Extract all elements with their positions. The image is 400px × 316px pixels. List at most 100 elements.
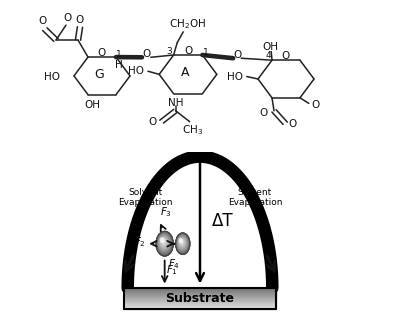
Text: OH: OH [262,42,278,52]
Bar [124,295,276,296]
Ellipse shape [176,234,189,253]
Bar [124,298,276,299]
Ellipse shape [180,240,184,246]
Text: 1: 1 [116,50,122,59]
Ellipse shape [180,239,184,246]
Ellipse shape [161,239,166,246]
Ellipse shape [179,238,186,248]
Ellipse shape [160,238,167,247]
Bar [124,299,276,300]
Text: O: O [39,16,47,27]
Text: O: O [149,117,157,127]
Ellipse shape [159,236,169,250]
Text: O: O [311,100,319,110]
Bar [124,304,276,305]
Bar [124,290,276,291]
Ellipse shape [161,238,167,247]
Text: O: O [282,52,290,62]
Ellipse shape [158,234,170,252]
Ellipse shape [158,234,170,252]
Bar [124,306,276,307]
Text: O: O [98,48,106,58]
Ellipse shape [179,239,185,247]
Ellipse shape [180,240,184,245]
Ellipse shape [163,241,164,243]
Bar [124,288,276,309]
Ellipse shape [162,240,166,245]
Text: G: G [94,68,104,81]
Ellipse shape [156,231,173,256]
Bar [124,288,276,289]
Bar [124,292,276,293]
Ellipse shape [158,234,171,252]
Ellipse shape [178,237,186,249]
Ellipse shape [180,240,184,245]
Bar [124,297,276,298]
Ellipse shape [162,240,165,244]
Ellipse shape [176,234,189,253]
Text: H: H [115,60,123,70]
Ellipse shape [178,236,187,251]
Ellipse shape [180,240,184,246]
Ellipse shape [161,239,166,246]
Ellipse shape [178,236,187,250]
Ellipse shape [177,234,188,252]
Ellipse shape [177,235,188,252]
Ellipse shape [176,234,190,254]
Ellipse shape [179,238,186,248]
Ellipse shape [161,239,166,246]
Ellipse shape [157,233,172,253]
Bar [124,291,276,292]
Bar [124,305,276,306]
Ellipse shape [163,241,164,243]
Text: O: O [260,108,268,118]
Ellipse shape [180,239,184,246]
Ellipse shape [178,237,186,249]
Ellipse shape [178,236,187,250]
Ellipse shape [181,241,182,243]
Ellipse shape [162,240,165,244]
Bar [124,296,276,297]
Bar [124,293,276,294]
Ellipse shape [180,239,185,247]
Ellipse shape [177,235,188,252]
Ellipse shape [158,234,171,253]
Ellipse shape [157,233,172,255]
Text: Solvent
Evaporation: Solvent Evaporation [228,188,282,207]
Ellipse shape [181,241,182,243]
Ellipse shape [159,235,170,251]
Ellipse shape [177,235,188,251]
Text: $F_4$: $F_4$ [168,257,180,270]
Ellipse shape [176,233,190,254]
Ellipse shape [157,232,172,255]
Bar [124,289,276,290]
Text: HO: HO [227,71,243,82]
Bar [124,302,276,303]
Text: O: O [233,50,241,60]
Ellipse shape [156,232,173,255]
Text: $F_3$: $F_3$ [160,205,172,219]
Ellipse shape [163,241,164,243]
Ellipse shape [160,237,168,249]
Text: HO: HO [128,66,144,76]
Ellipse shape [178,237,186,249]
Ellipse shape [176,234,189,253]
Ellipse shape [177,235,188,251]
Ellipse shape [157,233,172,254]
Text: $F_2$: $F_2$ [134,235,146,249]
Ellipse shape [158,234,171,253]
Text: OH: OH [84,100,100,110]
Text: 3: 3 [167,47,172,56]
Text: O: O [184,46,192,56]
Text: A: A [180,66,189,79]
Ellipse shape [176,233,190,254]
Bar [124,308,276,309]
Ellipse shape [160,237,168,248]
Ellipse shape [159,236,169,250]
Bar [124,294,276,295]
Ellipse shape [181,240,183,244]
Ellipse shape [160,237,168,248]
Text: 1: 1 [203,48,208,57]
Text: Substrate: Substrate [166,292,234,305]
Text: CH$_2$OH: CH$_2$OH [169,17,206,31]
